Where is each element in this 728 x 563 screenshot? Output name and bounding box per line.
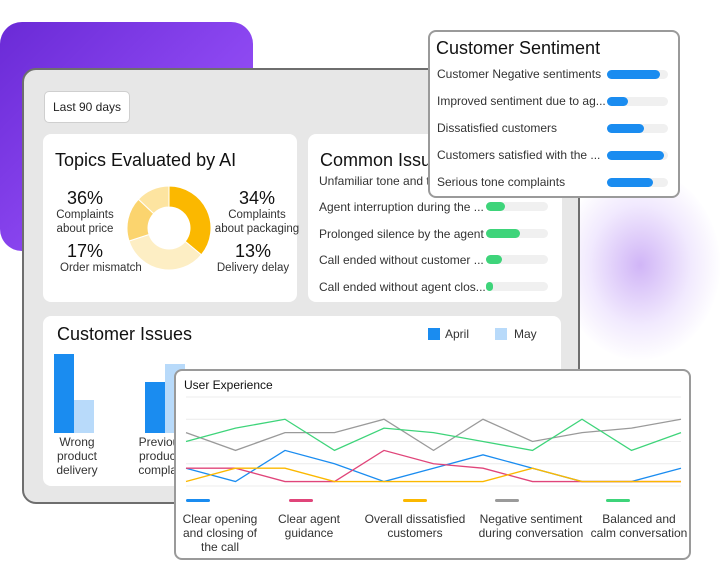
customer-issues-title: Customer Issues (57, 324, 193, 344)
common-issue-label: Call ended without agent clos... (319, 280, 486, 294)
bar-may-wrong-product (74, 399, 94, 433)
donut-slice (128, 233, 203, 271)
common-issue-bar (486, 282, 494, 291)
donut-slice (168, 185, 212, 256)
sentiment-label: Customer Negative sentiments (437, 67, 602, 81)
stat-packaging-label-1: Complaints (228, 209, 286, 221)
common-issue-bar (486, 229, 521, 238)
stat-mismatch-label: Order mismatch (60, 262, 142, 274)
series-line (185, 449, 682, 483)
legend-balanced-calm: Balanced and calm conversation (586, 512, 692, 540)
stat-price-label-2: about price (56, 223, 114, 235)
sentiment-label: Improved sentiment due to ag... (437, 94, 606, 108)
bar-april-wrong-product (54, 354, 74, 433)
legend-opening-closing: Clear opening and closing of the call (176, 512, 264, 554)
series-line (185, 418, 682, 452)
topics-donut-chart (126, 185, 212, 271)
category-label-wrong-product: Wrong product delivery (45, 435, 109, 477)
sentiment-label: Dissatisfied customers (437, 121, 558, 135)
legend-text-line: Balanced and (602, 512, 676, 526)
common-issue-track (486, 282, 548, 291)
legend-text-line: during conversation (478, 526, 584, 540)
sentiment-track (607, 97, 668, 106)
topics-title: Topics Evaluated by AI (55, 150, 237, 170)
legend-may-label: May (514, 327, 537, 341)
stat-packaging: 34% Complaints about packaging (207, 188, 307, 236)
sentiment-track (607, 70, 668, 79)
sentiment-bar (607, 124, 644, 133)
stat-mismatch: 17% Order mismatch (45, 241, 155, 275)
legend-text-line: guidance (284, 526, 334, 540)
date-range-button[interactable]: Last 90 days (44, 91, 130, 123)
stat-delay-label: Delivery delay (216, 262, 290, 274)
legend-april-label: April (445, 327, 470, 341)
topics-card: Topics Evaluated by AI 36% Complaints ab… (43, 134, 299, 302)
sentiment-track (607, 151, 668, 160)
customer-sentiment-card: Customer Sentiment Customer Negative sen… (428, 30, 680, 198)
category-label-line: complai (138, 463, 180, 477)
stat-packaging-label-2: about packaging (214, 223, 300, 235)
stat-delay-pct: 13% (234, 241, 272, 261)
sentiment-label: Customers satisfied with the ... (437, 148, 601, 162)
common-issue-track (486, 202, 548, 211)
sentiment-track (607, 178, 668, 187)
legend-text-line: Clear opening (182, 512, 258, 526)
legend-may-swatch (495, 328, 507, 340)
legend-overall-dissatisfied: Overall dissatisfied customers (358, 512, 472, 540)
customer-sentiment-title: Customer Sentiment (436, 38, 601, 58)
category-label-line: product (138, 449, 180, 463)
legend-line-swatch (606, 499, 630, 502)
stat-delay: 13% Delivery delay (203, 241, 303, 275)
category-label-line: Previou (138, 435, 180, 449)
common-issue-label: Agent interruption during the ... (319, 200, 484, 214)
legend-line-swatch (186, 499, 210, 502)
stat-price: 36% Complaints about price (43, 188, 127, 236)
legend-line-swatch (403, 499, 427, 502)
bar-april-previous-product (145, 381, 165, 433)
legend-text-line: and closing of (182, 526, 258, 540)
series-line (185, 418, 682, 452)
stat-mismatch-pct: 17% (67, 241, 104, 261)
user-experience-card: User Experience Clear opening and closin… (174, 369, 691, 560)
common-issue-bar (486, 255, 502, 264)
sentiment-label: Serious tone complaints (437, 175, 566, 189)
user-experience-title: User Experience (184, 378, 273, 392)
common-issue-bar (486, 202, 505, 211)
common-issue-track (486, 255, 548, 264)
common-issues-title: Common Issues (320, 150, 451, 170)
sentiment-track (607, 124, 668, 133)
legend-text-line: the call (200, 540, 240, 554)
legend-text-line: Clear agent (277, 512, 341, 526)
legend-text-line: calm conversation (590, 526, 688, 540)
category-label-previous-product: Previou product complai (129, 435, 189, 477)
legend-text-line: Overall dissatisfied (364, 512, 466, 526)
legend-agent-guidance: Clear agent guidance (268, 512, 350, 540)
series-line (185, 467, 681, 483)
legend-line-swatch (289, 499, 313, 502)
common-issue-label: Prolonged silence by the agent (319, 227, 484, 241)
user-experience-line-chart (185, 396, 682, 487)
purple-glow (560, 170, 720, 360)
category-label-line: delivery (56, 463, 98, 477)
stat-price-label-1: Complaints (56, 209, 114, 221)
donut-slice (137, 185, 170, 215)
sentiment-bar (607, 97, 629, 106)
common-issue-track (486, 229, 548, 238)
legend-text-line: Negative sentiment (479, 512, 583, 526)
legend-line-swatch (495, 499, 519, 502)
category-label-line: Wrong (59, 435, 95, 449)
legend-april-swatch (428, 328, 440, 340)
sentiment-bar (607, 178, 653, 187)
common-issue-label: Call ended without customer ... (319, 253, 484, 267)
stat-packaging-pct: 34% (238, 188, 276, 208)
stat-price-pct: 36% (66, 188, 104, 208)
legend-text-line: customers (387, 526, 443, 540)
common-issue-label: Unfamiliar tone and t... (319, 174, 440, 188)
sentiment-bar (607, 70, 661, 79)
sentiment-bar (607, 151, 664, 160)
category-label-line: product (56, 449, 98, 463)
legend-negative-sentiment: Negative sentiment during conversation (474, 512, 588, 540)
